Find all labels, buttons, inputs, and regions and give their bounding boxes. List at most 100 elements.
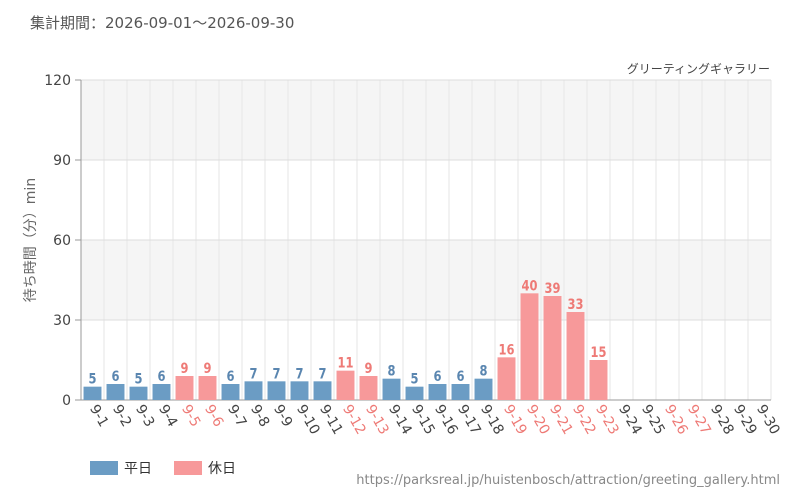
data-label: 7 bbox=[273, 366, 281, 382]
data-label: 15 bbox=[591, 345, 607, 361]
bars bbox=[83, 293, 608, 400]
x-tick-label: 9-24 bbox=[615, 402, 645, 438]
bar bbox=[313, 381, 332, 400]
source-url[interactable]: https://parksreal.jp/huistenbosch/attrac… bbox=[356, 473, 780, 488]
bar bbox=[290, 381, 309, 400]
bar bbox=[382, 378, 401, 400]
x-tick-label: 9-22 bbox=[569, 402, 599, 438]
bar bbox=[566, 312, 585, 400]
x-tick-label: 9-14 bbox=[385, 402, 415, 438]
bar bbox=[129, 386, 148, 400]
data-label: 11 bbox=[338, 356, 354, 372]
bar bbox=[543, 296, 562, 400]
legend-label-weekday: 平日 bbox=[124, 461, 152, 477]
bar bbox=[451, 384, 470, 400]
x-tick-label: 9-20 bbox=[523, 402, 553, 438]
data-label: 7 bbox=[250, 366, 258, 382]
bar bbox=[106, 384, 125, 400]
x-tick-label: 9-16 bbox=[431, 402, 461, 438]
x-tick-label: 9-9 bbox=[270, 402, 295, 430]
data-label: 7 bbox=[319, 366, 327, 382]
bar bbox=[589, 360, 608, 400]
y-tick-labels: 0 30 60 90 120 bbox=[44, 73, 71, 409]
data-label: 5 bbox=[89, 372, 97, 388]
bar bbox=[359, 376, 378, 400]
data-label: 6 bbox=[158, 369, 166, 385]
data-label: 6 bbox=[457, 369, 465, 385]
x-tick-label: 9-30 bbox=[753, 402, 783, 438]
x-tick-label: 9-26 bbox=[661, 402, 691, 438]
x-tick-label: 9-25 bbox=[638, 402, 668, 438]
data-label: 9 bbox=[365, 361, 373, 377]
period-separator: ～ bbox=[192, 14, 208, 32]
bar bbox=[175, 376, 194, 400]
x-tick-label: 9-1 bbox=[86, 402, 111, 430]
data-label: 5 bbox=[411, 372, 419, 388]
x-tick-label: 9-18 bbox=[477, 402, 507, 438]
chart-title: グリーティングギャラリー bbox=[627, 62, 770, 76]
x-tick-label: 9-28 bbox=[707, 402, 737, 438]
x-tick-label: 9-23 bbox=[592, 402, 622, 438]
x-tick-label: 9-19 bbox=[500, 402, 530, 438]
bar bbox=[520, 293, 539, 400]
x-tick-label: 9-11 bbox=[316, 402, 346, 438]
period-prefix: 集計期間： bbox=[30, 14, 106, 32]
bar bbox=[152, 384, 171, 400]
data-label: 6 bbox=[112, 369, 120, 385]
y-tick-label: 90 bbox=[53, 153, 71, 169]
period-end: 2026-09-30 bbox=[207, 14, 295, 32]
x-tick-label: 9-12 bbox=[339, 402, 369, 438]
bar bbox=[497, 357, 516, 400]
x-tick-label: 9-10 bbox=[293, 402, 323, 438]
data-label: 33 bbox=[568, 297, 584, 313]
bar bbox=[198, 376, 217, 400]
bar bbox=[428, 384, 447, 400]
bar bbox=[244, 381, 263, 400]
x-tick-label: 9-6 bbox=[201, 402, 226, 430]
bar bbox=[267, 381, 286, 400]
x-tick-label: 9-2 bbox=[109, 402, 134, 430]
x-tick-label: 9-27 bbox=[684, 402, 714, 438]
data-label: 7 bbox=[296, 366, 304, 382]
x-tick-label: 9-5 bbox=[178, 402, 203, 430]
x-tick-label: 9-3 bbox=[132, 402, 157, 430]
y-tick-label: 0 bbox=[62, 393, 71, 409]
period-start: 2026-09-01 bbox=[105, 14, 193, 32]
data-label: 6 bbox=[227, 369, 235, 385]
legend-label-holiday: 休日 bbox=[208, 461, 236, 477]
y-tick-label: 120 bbox=[44, 73, 71, 89]
period-label: 集計期間：2026-09-01～2026-09-30 bbox=[30, 12, 294, 33]
y-axis-label: 待ち時間（分）min bbox=[23, 178, 39, 302]
x-tick-labels: 9-19-29-39-49-59-69-79-89-99-109-119-129… bbox=[86, 402, 783, 438]
bar bbox=[474, 378, 493, 400]
x-tick-label: 9-13 bbox=[362, 402, 392, 438]
legend-swatch-holiday bbox=[174, 461, 202, 475]
data-label: 8 bbox=[388, 364, 396, 380]
horizontal-gridlines bbox=[75, 79, 771, 401]
x-tick-label: 9-29 bbox=[730, 402, 760, 438]
legend: 平日 休日 bbox=[90, 458, 236, 478]
vertical-gridlines bbox=[103, 80, 772, 400]
legend-item-holiday: 休日 bbox=[174, 458, 236, 478]
data-label: 9 bbox=[181, 361, 189, 377]
data-label: 9 bbox=[204, 361, 212, 377]
data-label: 8 bbox=[480, 364, 488, 380]
data-label: 40 bbox=[522, 278, 538, 294]
y-tick-label: 30 bbox=[53, 313, 71, 329]
data-label: 16 bbox=[499, 342, 515, 358]
legend-item-weekday: 平日 bbox=[90, 458, 152, 478]
x-tick-label: 9-17 bbox=[454, 402, 484, 438]
data-label: 6 bbox=[434, 369, 442, 385]
data-label: 39 bbox=[545, 281, 561, 297]
bar bbox=[405, 386, 424, 400]
x-tick-label: 9-7 bbox=[224, 402, 249, 430]
legend-swatch-weekday bbox=[90, 461, 118, 475]
bar bbox=[336, 370, 355, 400]
bar bbox=[83, 386, 102, 400]
data-label: 5 bbox=[135, 372, 143, 388]
bar bbox=[221, 384, 240, 400]
x-tick-label: 9-21 bbox=[546, 402, 576, 438]
